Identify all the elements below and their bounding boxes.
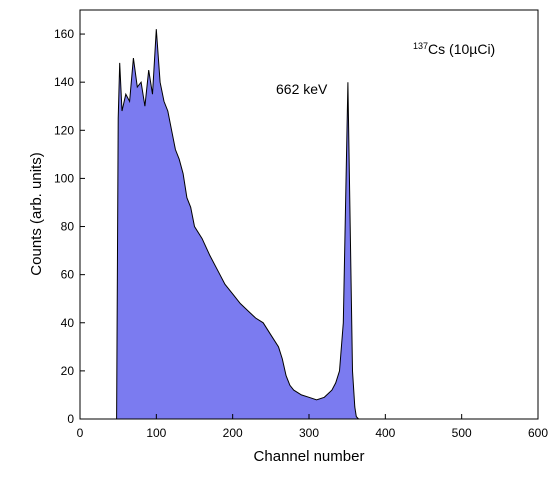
y-tick-label: 120 <box>54 123 74 137</box>
spectrum-area <box>80 29 538 419</box>
y-tick-label: 140 <box>54 75 74 89</box>
y-tick-label: 160 <box>54 27 74 41</box>
y-tick-label: 60 <box>61 268 75 282</box>
peak-annotation: 662 keV <box>276 81 328 97</box>
x-axis-title: Channel number <box>254 448 365 465</box>
y-axis-title: Counts (arb. units) <box>28 152 45 275</box>
y-tick-label: 80 <box>61 220 75 234</box>
x-tick-label: 200 <box>223 426 243 440</box>
source-annotation: 137Cs (10µCi) <box>413 41 495 57</box>
x-tick-label: 500 <box>452 426 472 440</box>
x-tick-label: 300 <box>299 426 319 440</box>
y-tick-label: 40 <box>61 316 75 330</box>
source-label: Cs (10µCi) <box>428 41 495 57</box>
x-tick-label: 400 <box>375 426 395 440</box>
x-tick-label: 0 <box>77 426 84 440</box>
y-tick-label: 20 <box>61 364 75 378</box>
y-tick-label: 100 <box>54 171 74 185</box>
x-tick-label: 100 <box>146 426 166 440</box>
x-axis-ticks: 0 100 200 300 400 500 600 <box>77 414 548 440</box>
source-superscript: 137 <box>413 41 428 51</box>
spectrum-line <box>80 29 538 420</box>
x-tick-label: 600 <box>528 426 548 440</box>
y-tick-label: 0 <box>67 412 74 426</box>
y-axis-ticks: 0 20 40 60 80 100 120 140 160 <box>54 27 85 426</box>
